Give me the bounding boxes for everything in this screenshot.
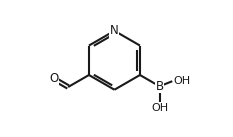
Text: O: O (50, 72, 59, 85)
Text: OH: OH (173, 76, 190, 86)
Text: N: N (110, 24, 119, 37)
Text: OH: OH (151, 103, 168, 113)
Text: B: B (155, 80, 164, 93)
